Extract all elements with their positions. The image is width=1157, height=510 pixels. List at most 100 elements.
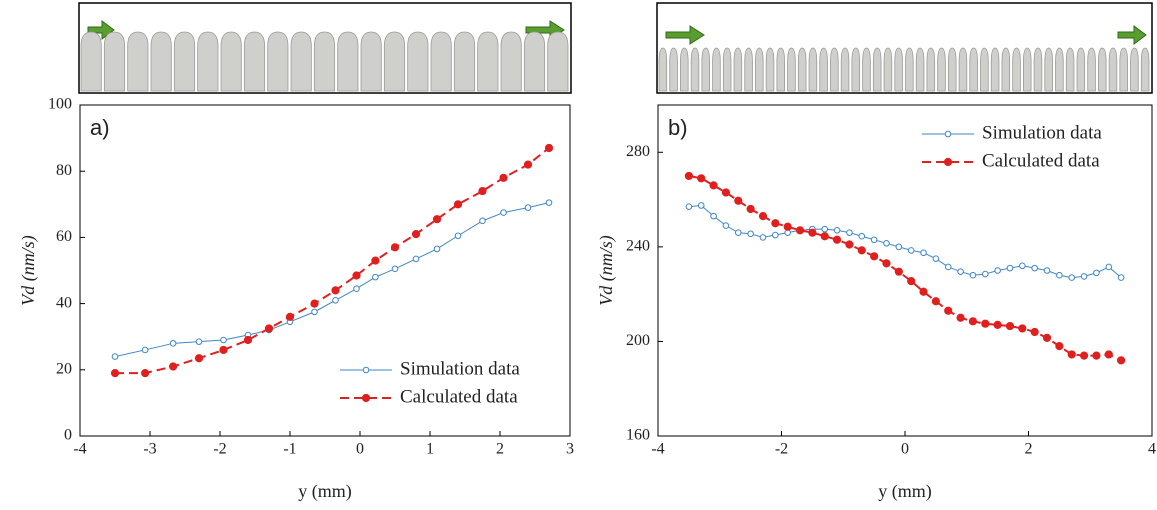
data-point bbox=[391, 265, 399, 273]
data-point bbox=[895, 243, 903, 251]
x-tick-label: 2 bbox=[1025, 441, 1033, 458]
data-point bbox=[1042, 333, 1052, 342]
thumbnail-arch bbox=[290, 31, 312, 92]
data-point bbox=[1031, 264, 1038, 272]
data-point bbox=[1068, 274, 1076, 281]
data-point bbox=[141, 346, 149, 354]
legend-marker bbox=[943, 157, 953, 167]
data-point bbox=[994, 267, 1001, 274]
data-point bbox=[747, 230, 754, 238]
thumbnail-arch bbox=[776, 47, 786, 92]
thumbnail-arch bbox=[1065, 47, 1075, 92]
thumbnail-arch bbox=[830, 47, 839, 92]
y-tick-label: 60 bbox=[56, 228, 72, 245]
data-point bbox=[544, 143, 554, 153]
thumbnail-arch bbox=[80, 31, 102, 92]
data-point bbox=[795, 226, 805, 235]
thumbnail-arch bbox=[744, 47, 753, 92]
data-point bbox=[882, 259, 891, 268]
data-point bbox=[1092, 351, 1101, 360]
thumbnail-arch bbox=[220, 31, 242, 92]
data-point bbox=[758, 212, 768, 221]
data-point bbox=[710, 212, 717, 220]
data-point bbox=[524, 204, 532, 211]
thumbnail-arch bbox=[701, 47, 710, 92]
data-point bbox=[331, 286, 340, 295]
data-point bbox=[243, 335, 253, 345]
data-point bbox=[944, 263, 952, 271]
thumbnail-arch bbox=[1076, 47, 1086, 92]
x-tick-label: -4 bbox=[651, 441, 664, 458]
thumbnail-arch bbox=[1022, 47, 1032, 92]
thumbnail-arch bbox=[755, 47, 764, 92]
thumbnail-arch bbox=[383, 31, 406, 92]
data-point bbox=[857, 246, 866, 255]
data-point bbox=[1079, 351, 1089, 360]
y-tick-label: 0 bbox=[64, 427, 72, 444]
data-point bbox=[932, 255, 940, 262]
y-tick-label: 200 bbox=[626, 332, 650, 349]
data-point bbox=[195, 338, 203, 345]
x-tick-label: -2 bbox=[775, 441, 788, 458]
legend-label: Calculated data bbox=[982, 150, 1100, 171]
thumbnail-arch bbox=[712, 47, 721, 92]
data-point bbox=[311, 308, 318, 316]
thumbnail-arch bbox=[872, 47, 882, 92]
y-tick-label: 20 bbox=[56, 360, 72, 377]
data-point bbox=[832, 235, 842, 244]
data-point bbox=[1067, 350, 1076, 359]
thumbnail-arch bbox=[103, 31, 126, 92]
data-point bbox=[1093, 269, 1100, 277]
data-point bbox=[411, 229, 421, 239]
data-point bbox=[310, 299, 319, 308]
thumbnail-arch bbox=[787, 47, 796, 92]
data-point bbox=[685, 203, 693, 210]
data-point bbox=[993, 320, 1002, 329]
data-point bbox=[523, 160, 533, 169]
x-tick-label: 4 bbox=[1148, 441, 1156, 458]
plot-area bbox=[79, 104, 571, 437]
data-point bbox=[821, 225, 829, 233]
data-point bbox=[499, 173, 508, 182]
data-point bbox=[110, 369, 120, 378]
data-point bbox=[808, 228, 817, 237]
thumbnail-arch bbox=[1033, 47, 1043, 92]
x-tick-label: 2 bbox=[496, 441, 504, 458]
data-point bbox=[332, 296, 339, 304]
data-point bbox=[1105, 263, 1113, 271]
thumbnail-arch bbox=[197, 31, 219, 92]
y-tick-label: 40 bbox=[56, 294, 72, 311]
thumbnail-arch bbox=[337, 31, 359, 92]
data-point bbox=[432, 215, 442, 224]
thumbnail-arch bbox=[658, 47, 668, 92]
data-point bbox=[1030, 327, 1039, 337]
data-point bbox=[957, 268, 964, 275]
thumbnail-arch bbox=[1130, 47, 1139, 92]
data-point bbox=[371, 256, 380, 265]
thumbnail-arch bbox=[894, 47, 903, 92]
series-line bbox=[688, 204, 1122, 279]
legend-marker bbox=[362, 366, 370, 374]
thumbnail-arch bbox=[1140, 47, 1150, 92]
data-point bbox=[500, 209, 507, 216]
thumbnail-arch bbox=[980, 47, 989, 92]
data-point bbox=[734, 229, 742, 236]
data-point bbox=[931, 297, 940, 306]
x-tick-label: 0 bbox=[356, 441, 364, 458]
y-tick-label: 240 bbox=[626, 238, 650, 255]
y-tick-label: 160 bbox=[626, 427, 650, 444]
thumbnail-arch bbox=[1044, 47, 1053, 92]
data-point bbox=[1043, 267, 1051, 274]
legend-marker bbox=[944, 130, 952, 138]
data-point bbox=[883, 240, 890, 247]
data-point bbox=[169, 340, 177, 347]
thumbnail-arch bbox=[547, 31, 569, 92]
data-point bbox=[194, 354, 204, 363]
data-point bbox=[907, 277, 916, 286]
data-point bbox=[545, 199, 553, 206]
data-point bbox=[1019, 262, 1026, 270]
thumbnail-arch bbox=[150, 31, 172, 92]
y-tick-label: 100 bbox=[48, 96, 72, 113]
thumbnail-arch bbox=[1055, 47, 1064, 92]
